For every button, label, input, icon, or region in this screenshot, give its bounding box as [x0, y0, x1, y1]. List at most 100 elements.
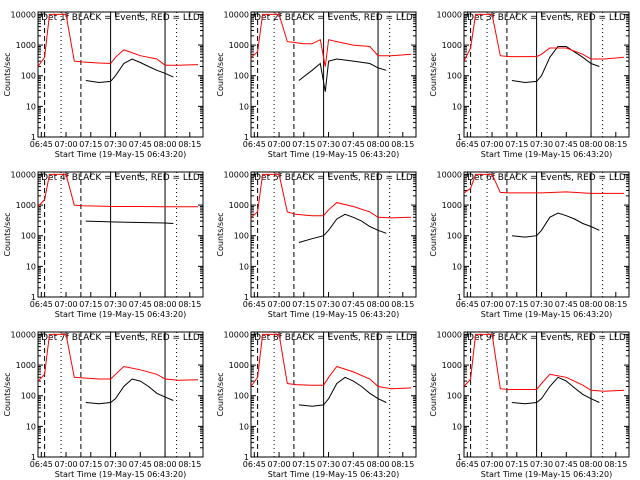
y-axis-label: Counts/sec — [3, 52, 12, 96]
y-tick-label: 1 — [244, 293, 249, 302]
series-line-lld — [250, 173, 412, 219]
y-tick-label: 100 — [21, 72, 36, 81]
series-line-events — [85, 378, 174, 405]
series-line-lld — [37, 13, 199, 67]
plot-frame — [37, 331, 204, 458]
series-line-lld — [463, 13, 625, 62]
x-tick-label: 07:30 — [317, 300, 340, 309]
x-tick-label: 06:45 — [30, 460, 53, 469]
y-tick-label: 100 — [447, 72, 462, 81]
x-tick-label: 07:45 — [555, 140, 578, 149]
x-tick-label: 06:45 — [30, 140, 53, 149]
x-tick-label: 08:00 — [580, 300, 603, 309]
x-tick-label: 07:00 — [481, 300, 504, 309]
y-tick-label: 10000 — [224, 330, 249, 339]
x-tick-label: 08:00 — [154, 460, 177, 469]
panel-title: Det 1f BLACK = Events, RED = LLD — [41, 13, 200, 23]
plot-frame — [250, 331, 417, 458]
x-axis-label: Start Time (19-May-15 06:43:20) — [481, 150, 612, 159]
series-line-lld — [37, 333, 199, 382]
y-tick-label: 10 — [452, 422, 462, 431]
x-tick-label: 07:00 — [55, 460, 78, 469]
x-tick-label: 06:45 — [30, 300, 53, 309]
y-tick-label: 10000 — [11, 10, 36, 19]
panel-title: Det 3f BLACK = Events, RED = LLD — [467, 13, 626, 23]
x-tick-label: 06:45 — [243, 300, 266, 309]
series-line-events — [298, 213, 387, 243]
x-tick-label: 07:15 — [505, 460, 528, 469]
y-tick-label: 10000 — [11, 330, 36, 339]
y-tick-label: 100 — [447, 232, 462, 241]
series-line-events — [298, 58, 387, 92]
y-tick-label: 1000 — [229, 361, 249, 370]
x-axis-label: Start Time (19-May-15 06:43:20) — [481, 470, 612, 479]
x-tick-label: 08:00 — [367, 460, 390, 469]
detector-panel-4: Det 4f BLACK = Events, RED = LLD 1 10 100 10… — [3, 170, 204, 319]
x-tick-label: 07:00 — [55, 300, 78, 309]
detector-panel-2: Det 2f BLACK = Events, RED = LLD 1 10 100 10… — [216, 10, 417, 159]
x-tick-label: 08:15 — [604, 140, 627, 149]
series-line-events — [85, 58, 174, 84]
y-axis-label: Counts/sec — [429, 372, 438, 416]
series-line-events — [85, 220, 174, 224]
x-axis-label: Start Time (19-May-15 06:43:20) — [268, 310, 399, 319]
plot-frame — [250, 11, 417, 138]
x-tick-label: 07:45 — [129, 300, 152, 309]
x-tick-label: 07:30 — [530, 140, 553, 149]
y-tick-label: 10000 — [437, 10, 462, 19]
x-tick-label: 08:00 — [154, 300, 177, 309]
x-tick-label: 07:30 — [530, 460, 553, 469]
y-axis-label: Counts/sec — [429, 212, 438, 256]
y-tick-label: 1 — [31, 293, 36, 302]
y-tick-label: 10 — [26, 422, 36, 431]
y-tick-label: 10 — [26, 262, 36, 271]
y-tick-label: 1 — [244, 133, 249, 142]
panel-title: Det 6f BLACK = Events, RED = LLD — [467, 173, 626, 183]
x-tick-label: 06:45 — [243, 140, 266, 149]
x-tick-label: 07:15 — [79, 460, 102, 469]
y-axis-label: Counts/sec — [216, 212, 225, 256]
panel-title: Det 5f BLACK = Events, RED = LLD — [254, 173, 413, 183]
y-tick-label: 10000 — [437, 330, 462, 339]
x-tick-label: 07:30 — [317, 460, 340, 469]
x-tick-label: 07:00 — [481, 460, 504, 469]
x-tick-label: 08:15 — [178, 140, 201, 149]
y-tick-label: 1000 — [16, 41, 36, 50]
y-tick-label: 10000 — [437, 170, 462, 179]
x-tick-label: 07:00 — [55, 140, 78, 149]
x-tick-label: 08:00 — [367, 140, 390, 149]
series-line-lld — [463, 333, 625, 392]
y-axis-label: Counts/sec — [3, 372, 12, 416]
y-tick-label: 1000 — [442, 361, 462, 370]
x-axis-label: Start Time (19-May-15 06:43:20) — [268, 470, 399, 479]
x-tick-label: 07:30 — [530, 300, 553, 309]
x-axis-label: Start Time (19-May-15 06:43:20) — [55, 150, 186, 159]
x-tick-label: 08:00 — [154, 140, 177, 149]
y-tick-label: 10000 — [224, 170, 249, 179]
x-tick-label: 06:45 — [243, 460, 266, 469]
x-tick-label: 07:30 — [317, 140, 340, 149]
plot-frame — [37, 171, 204, 298]
series-line-events — [511, 46, 600, 84]
x-tick-label: 07:30 — [104, 460, 127, 469]
y-tick-label: 10 — [452, 262, 462, 271]
plot-frame — [37, 11, 204, 138]
detector-panel-6: Det 6f BLACK = Events, RED = LLD 1 10 100 10… — [429, 170, 630, 319]
x-tick-label: 08:00 — [580, 460, 603, 469]
x-tick-label: 07:00 — [481, 140, 504, 149]
x-tick-label: 07:15 — [79, 300, 102, 309]
y-tick-label: 1 — [31, 453, 36, 462]
x-tick-label: 07:45 — [342, 460, 365, 469]
y-tick-label: 100 — [21, 392, 36, 401]
x-tick-label: 06:45 — [456, 300, 479, 309]
y-tick-label: 10000 — [11, 170, 36, 179]
y-tick-label: 100 — [21, 232, 36, 241]
series-line-events — [511, 212, 600, 238]
y-axis-label: Counts/sec — [216, 52, 225, 96]
y-axis-label: Counts/sec — [3, 212, 12, 256]
x-tick-label: 08:00 — [367, 300, 390, 309]
detector-panel-5: Det 5f BLACK = Events, RED = LLD 1 10 100 10… — [216, 170, 417, 319]
panel-title: Det 9f BLACK = Events, RED = LLD — [467, 333, 626, 343]
y-tick-label: 1 — [457, 293, 462, 302]
y-tick-label: 10 — [26, 102, 36, 111]
